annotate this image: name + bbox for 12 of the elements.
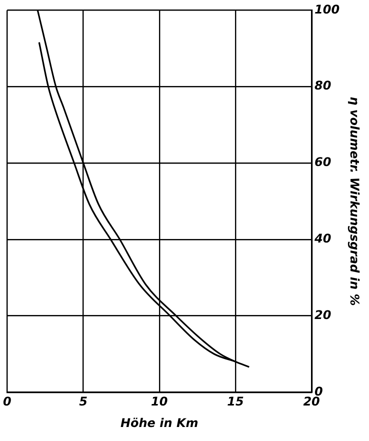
x-axis-title: Höhe in Km <box>120 416 198 430</box>
x-tick-label: 5 <box>79 394 88 409</box>
y-tick-label: 60 <box>314 155 332 170</box>
y-tick-label: 100 <box>314 2 340 16</box>
y-tick-label: 40 <box>314 232 332 246</box>
x-tick-label: 15 <box>227 394 244 409</box>
x-tick-label: 10 <box>151 394 168 409</box>
y-tick-label: 80 <box>314 78 332 93</box>
x-tick-label: 20 <box>303 394 320 409</box>
y-axis-title: η volumetr. Wirkungsgrad in % <box>348 96 362 306</box>
y-tick-label: 20 <box>314 308 332 322</box>
x-tick-label: 0 <box>2 394 12 409</box>
